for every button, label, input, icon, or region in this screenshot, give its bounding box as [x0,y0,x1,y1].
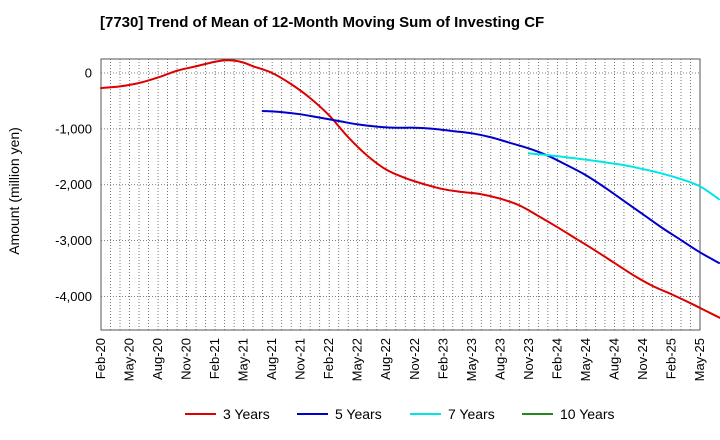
x-tick-label: Nov-20 [179,338,194,380]
x-tick-label: Nov-23 [521,338,536,380]
x-tick-label: Aug-21 [264,338,279,380]
y-axis-label: Amount (million yen) [6,127,22,255]
chart-title: [7730] Trend of Mean of 12-Month Moving … [100,14,544,31]
y-tick-label: -4,000 [55,289,92,304]
y-tick-label: -1,000 [55,121,92,136]
x-tick-label: Feb-20 [93,338,108,379]
legend-item: 7 Years [410,406,495,422]
x-tick-label: Aug-22 [378,338,393,380]
x-tick-label: Feb-25 [663,338,678,379]
x-tick-label: Feb-23 [435,338,450,379]
legend-item: 3 Years [185,406,270,422]
series-line-5-years [261,109,720,264]
legend-item: 5 Years [297,406,382,422]
x-tick-label: Nov-22 [407,338,422,380]
legend-label: 5 Years [335,406,382,422]
series-layer [100,59,720,320]
x-tick-label: May-21 [236,338,251,381]
x-tick-label: May-24 [578,338,593,381]
x-tick-label: Feb-22 [321,338,336,379]
x-tick-label: May-23 [464,338,479,381]
x-tick-label: Aug-23 [492,338,507,380]
x-tick-label: Feb-24 [549,338,564,379]
x-tick-label: Aug-24 [606,338,621,380]
y-tick-label: 0 [85,65,92,80]
x-tick-label: May-25 [692,338,707,381]
plot-frame [100,58,701,331]
series-line-3-years [100,59,720,320]
legend: 3 Years 5 Years 7 Years 10 Years [185,406,615,422]
legend-label: 3 Years [223,406,270,422]
x-tick-label: Aug-20 [150,338,165,380]
legend-label: 10 Years [560,406,615,422]
y-tick-label: -2,000 [55,177,92,192]
legend-item: 10 Years [522,406,615,422]
legend-label: 7 Years [448,406,495,422]
x-tick-label: Nov-21 [293,338,308,380]
x-tick-label: Nov-24 [635,338,650,380]
grid [100,58,701,331]
x-axis-ticks: Feb-20 May-20 Aug-20 Nov-20 Feb-21 May-21 Aug-… [93,338,707,381]
series-line-7-years [527,152,720,201]
y-tick-label: -3,000 [55,233,92,248]
x-tick-label: May-22 [350,338,365,381]
x-tick-label: May-20 [122,338,137,381]
x-tick-label: Feb-21 [207,338,222,379]
y-axis-ticks: 0 -1,000 -2,000 -3,000 -4,000 [55,65,92,304]
plot-background [101,59,700,330]
plot-area [101,59,700,330]
